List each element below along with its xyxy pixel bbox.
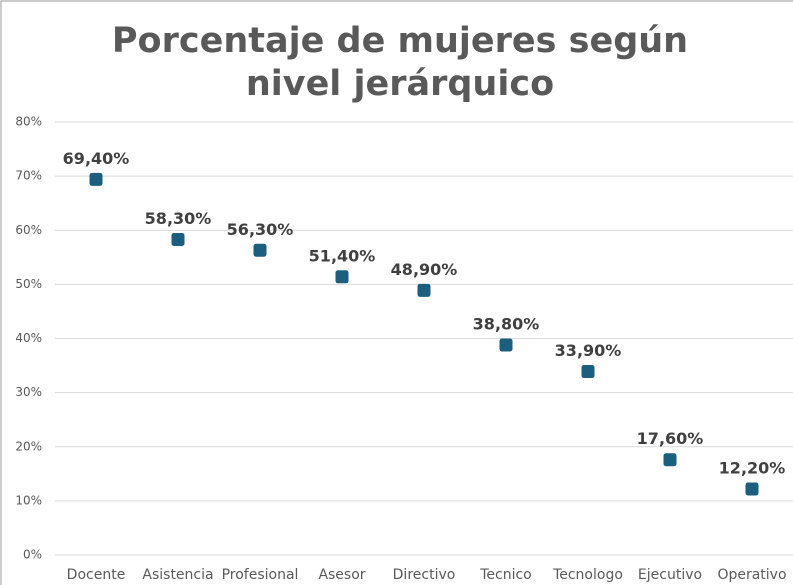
marker — [499, 338, 513, 352]
y-tick-label: 60% — [15, 223, 42, 237]
data-label: 38,80% — [473, 314, 540, 333]
data-label: 58,30% — [145, 209, 212, 228]
x-tick-label: Ejecutivo — [638, 567, 702, 583]
y-tick-label: 0% — [23, 548, 42, 562]
marker — [253, 243, 267, 257]
marker — [171, 232, 185, 246]
y-tick-label: 40% — [15, 331, 42, 345]
x-tick-label: Tecnologo — [552, 567, 623, 583]
x-tick-label: Tecnico — [479, 567, 532, 583]
y-tick-label: 50% — [15, 277, 42, 291]
x-tick-label: Operativo — [717, 567, 786, 583]
y-tick-label: 80% — [15, 115, 42, 129]
y-tick-label: 30% — [15, 385, 42, 399]
data-label: 51,40% — [309, 246, 376, 265]
marker — [417, 283, 431, 297]
data-label: 48,90% — [391, 260, 458, 279]
data-label: 17,60% — [637, 429, 704, 448]
data-label: 56,30% — [227, 220, 294, 239]
chart-title: Porcentaje de mujeres según nivel jerárq… — [111, 21, 689, 104]
marker — [745, 482, 759, 496]
data-label: 69,40% — [63, 149, 130, 168]
data-label: 12,20% — [719, 458, 786, 477]
data-label: 33,90% — [555, 341, 622, 360]
x-tick-label: Profesional — [222, 567, 299, 583]
marker — [581, 365, 595, 379]
y-tick-label: 70% — [15, 169, 42, 183]
marker — [89, 172, 103, 186]
y-tick-label: 20% — [15, 439, 42, 453]
x-tick-label: Asesor — [318, 567, 365, 583]
x-tick-label: Asistencia — [142, 567, 213, 583]
marker — [335, 270, 349, 284]
x-tick-label: Docente — [67, 567, 126, 583]
y-tick-label: 10% — [15, 493, 42, 507]
marker — [663, 453, 677, 467]
x-tick-label: Directivo — [393, 567, 456, 583]
